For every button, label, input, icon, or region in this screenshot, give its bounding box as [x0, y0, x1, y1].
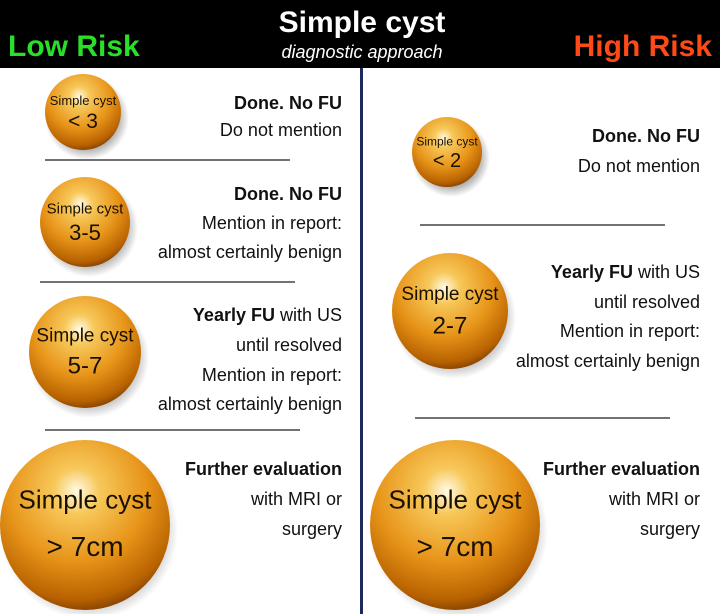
description-line: almost certainly benign — [516, 351, 700, 371]
description-line: Done. No FU — [234, 184, 342, 204]
title: Simple cyst — [279, 6, 446, 39]
cyst-label: Simple cyst — [36, 326, 134, 347]
description-line: almost certainly benign — [158, 394, 342, 414]
description-line: until resolved — [594, 292, 700, 312]
description-bold: Done. No FU — [234, 184, 342, 204]
description-text: Do not mention — [220, 120, 342, 140]
description-line: with MRI or — [250, 489, 342, 509]
description-text: Do not mention — [578, 156, 700, 176]
description-bold: Further evaluation — [185, 459, 342, 479]
description-text: surgery — [640, 519, 700, 539]
description-text: until resolved — [236, 335, 342, 355]
cyst-label: Simple cyst — [416, 135, 478, 149]
description-line: with MRI or — [608, 489, 700, 509]
description-text: until resolved — [594, 292, 700, 312]
description-bold: Yearly FU — [551, 262, 633, 282]
cyst-label: < 3 — [68, 110, 98, 133]
description-bold: Yearly FU — [193, 305, 275, 325]
description-text: Mention in report: — [560, 321, 700, 341]
description-text: Mention in report: — [202, 213, 342, 233]
cyst-label: > 7cm — [416, 531, 493, 562]
description-line: Yearly FU with US — [193, 305, 342, 325]
description-line: Further evaluation — [185, 459, 342, 479]
cyst-label: Simple cyst — [47, 201, 125, 218]
left-label: Low Risk — [8, 30, 140, 63]
description-line: Mention in report: — [202, 365, 342, 385]
cyst-label: Simple cyst — [50, 93, 117, 108]
cyst-circle — [370, 440, 540, 610]
description-text: with US — [275, 305, 342, 325]
description-bold: Done. No FU — [234, 93, 342, 113]
description-text: almost certainly benign — [158, 242, 342, 262]
header-bar — [0, 0, 720, 68]
description-line: surgery — [640, 519, 700, 539]
description-line: Mention in report: — [560, 321, 700, 341]
cyst-label: 3-5 — [69, 220, 101, 245]
description-text: with MRI or — [608, 489, 700, 509]
cyst-circle — [0, 440, 170, 610]
description-line: Further evaluation — [543, 459, 700, 479]
description-text: with MRI or — [250, 489, 342, 509]
description-text: almost certainly benign — [516, 351, 700, 371]
cyst-circle — [40, 177, 130, 267]
description-text: with US — [633, 262, 700, 282]
cyst-circle — [412, 117, 482, 187]
cyst-label: 5-7 — [68, 353, 103, 380]
cyst-label: Simple cyst — [19, 485, 153, 515]
description-text: almost certainly benign — [158, 394, 342, 414]
cyst-circle — [45, 74, 121, 150]
description-line: Do not mention — [578, 156, 700, 176]
description-bold: Further evaluation — [543, 459, 700, 479]
description-line: until resolved — [236, 335, 342, 355]
cyst-label: Simple cyst — [389, 485, 523, 515]
cyst-label: 2-7 — [433, 312, 468, 339]
cyst-label: Simple cyst — [401, 284, 499, 305]
cyst-circle — [29, 296, 141, 408]
description-line: surgery — [282, 519, 342, 539]
description-line: Mention in report: — [202, 213, 342, 233]
subtitle: diagnostic approach — [281, 42, 442, 62]
cyst-label: < 2 — [433, 150, 461, 172]
description-text: surgery — [282, 519, 342, 539]
description-line: Done. No FU — [234, 93, 342, 113]
cyst-label: > 7cm — [46, 531, 123, 562]
description-line: almost certainly benign — [158, 242, 342, 262]
description-bold: Done. No FU — [592, 126, 700, 146]
description-line: Yearly FU with US — [551, 262, 700, 282]
description-line: Done. No FU — [592, 126, 700, 146]
cyst-circle — [392, 253, 508, 369]
right-label: High Risk — [574, 30, 713, 63]
column-divider — [360, 68, 363, 614]
description-text: Mention in report: — [202, 365, 342, 385]
description-line: Do not mention — [220, 120, 342, 140]
